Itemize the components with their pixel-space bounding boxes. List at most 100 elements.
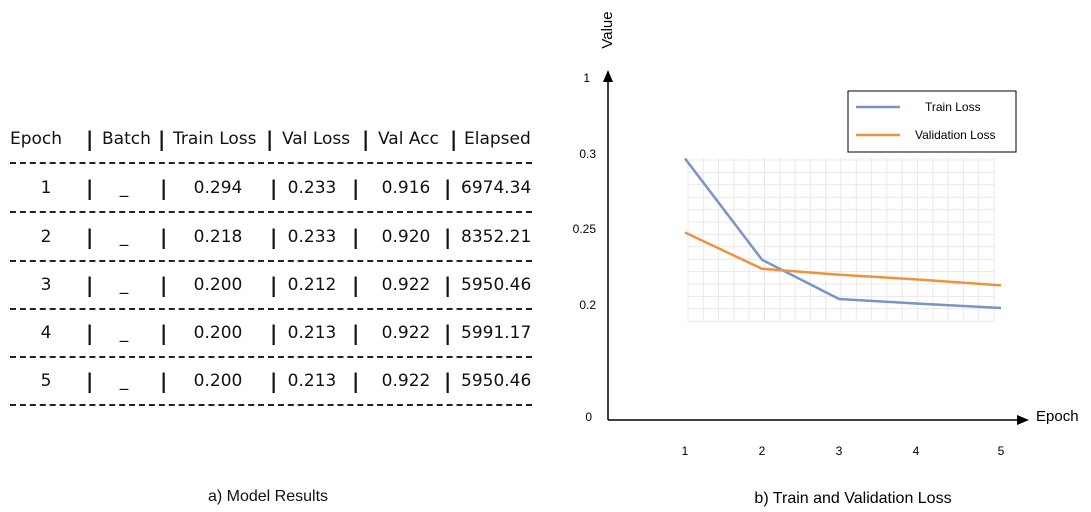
column-separator: | — [352, 321, 360, 345]
column-separator: | — [270, 369, 278, 393]
table-row: 1 | _ | 0.294 | 0.233 | 0.916 | 6974.34 — [0, 173, 560, 203]
table-row: 5 | _ | 0.200 | 0.213 | 0.922 | 5950.46 — [0, 366, 560, 396]
column-separator: | — [86, 225, 94, 249]
column-separator: | — [352, 225, 360, 249]
cell-elapsed: 5950.46 — [461, 275, 532, 295]
cell-train-loss: 0.200 — [193, 323, 243, 343]
column-separator: | — [444, 369, 452, 393]
cell-train-loss: 0.218 — [193, 227, 243, 247]
series-line-validation-loss — [684, 231, 1002, 287]
y-tick-label: 0.2 — [579, 298, 596, 312]
column-separator: | — [362, 127, 370, 151]
dashed-divider — [10, 308, 532, 310]
cell-elapsed: 6974.34 — [461, 178, 532, 198]
cell-epoch: 4 — [40, 323, 52, 343]
legend-label-validation-loss: Validation Loss — [915, 128, 996, 142]
column-separator: | — [266, 127, 274, 151]
cell-val-acc: 0.922 — [381, 275, 431, 295]
x-tick-label: 3 — [836, 444, 843, 458]
chart-caption: b) Train and Validation Loss — [754, 490, 951, 507]
dashed-divider — [10, 211, 532, 213]
column-separator: | — [352, 273, 360, 297]
column-separator: | — [352, 176, 360, 200]
cell-val-acc: 0.916 — [381, 178, 431, 198]
y-tick-label: 0 — [585, 410, 592, 424]
y-axis-arrow-icon — [603, 70, 613, 82]
cell-elapsed: 8352.21 — [461, 227, 532, 247]
dashed-divider — [10, 260, 532, 262]
y-tick-label: 0.25 — [573, 222, 597, 236]
legend-box — [847, 90, 1017, 153]
model-results-table: Epoch | Batch | Train Loss | Val Loss | … — [0, 124, 560, 505]
x-axis-label: Epoch — [1036, 408, 1079, 425]
cell-val-acc: 0.920 — [381, 227, 431, 247]
cell-batch: _ — [119, 371, 129, 391]
cell-val-acc: 0.922 — [381, 323, 431, 343]
table-row: 3 | _ | 0.200 | 0.212 | 0.922 | 5950.46 — [0, 270, 560, 300]
loss-line-chart: Value Epoch 0 0.2 0.25 0.3 1 1 2 3 4 5 Train… — [573, 11, 1079, 507]
cell-elapsed: 5950.46 — [461, 371, 532, 391]
column-separator: | — [160, 321, 168, 345]
header-train-loss: Train Loss — [173, 129, 257, 149]
cell-val-acc: 0.922 — [381, 371, 431, 391]
cell-epoch: 3 — [40, 275, 52, 295]
header-val-loss: Val Loss — [282, 129, 351, 149]
dashed-divider — [10, 356, 532, 358]
cell-val-loss: 0.213 — [287, 371, 337, 391]
header-batch: Batch — [102, 129, 151, 149]
column-separator: | — [270, 176, 278, 200]
table-row: 2 | _ | 0.218 | 0.233 | 0.920 | 8352.21 — [0, 222, 560, 252]
column-separator: | — [86, 127, 94, 151]
header-epoch: Epoch — [10, 129, 63, 149]
table-row: 4 | _ | 0.200 | 0.213 | 0.922 | 5991.17 — [0, 318, 560, 348]
column-separator: | — [86, 369, 94, 393]
column-separator: | — [270, 321, 278, 345]
header-val-acc: Val Acc — [378, 129, 439, 149]
table-header-row: Epoch | Batch | Train Loss | Val Loss | … — [0, 124, 560, 154]
x-tick-labels: 1 2 3 4 5 — [682, 444, 1005, 458]
cell-batch: _ — [119, 323, 129, 343]
cell-train-loss: 0.200 — [193, 371, 243, 391]
chart-series — [684, 157, 1002, 310]
column-separator: | — [444, 225, 452, 249]
cell-batch: _ — [119, 227, 129, 247]
cell-elapsed: 5991.17 — [461, 323, 532, 343]
cell-val-loss: 0.233 — [287, 178, 337, 198]
chart-axes — [603, 70, 1029, 425]
column-separator: | — [160, 225, 168, 249]
column-separator: | — [270, 225, 278, 249]
column-separator: | — [160, 176, 168, 200]
column-separator: | — [444, 321, 452, 345]
cell-train-loss: 0.200 — [193, 275, 243, 295]
column-separator: | — [444, 176, 452, 200]
x-tick-label: 5 — [998, 444, 1005, 458]
table-caption: a) Model Results — [207, 488, 329, 505]
cell-epoch: 2 — [40, 227, 52, 247]
cell-batch: _ — [119, 178, 129, 198]
cell-batch: _ — [119, 275, 129, 295]
column-separator: | — [450, 127, 458, 151]
x-axis-arrow-icon — [1017, 415, 1029, 425]
cell-epoch: 5 — [40, 371, 52, 391]
column-separator: | — [158, 127, 166, 151]
column-separator: | — [160, 369, 168, 393]
column-separator: | — [86, 321, 94, 345]
y-tick-label: 0.3 — [579, 147, 596, 161]
legend-label-train-loss: Train Loss — [925, 100, 981, 114]
cell-val-loss: 0.233 — [287, 227, 337, 247]
column-separator: | — [352, 369, 360, 393]
cell-val-loss: 0.212 — [287, 275, 337, 295]
column-separator: | — [160, 273, 168, 297]
x-tick-label: 2 — [759, 444, 766, 458]
x-tick-label: 1 — [682, 444, 689, 458]
column-separator: | — [86, 176, 94, 200]
column-separator: | — [270, 273, 278, 297]
column-separator: | — [444, 273, 452, 297]
chart-grid — [687, 158, 995, 322]
cell-epoch: 1 — [40, 178, 52, 198]
y-axis-label: Value — [599, 11, 616, 48]
header-elapsed: Elapsed — [464, 129, 531, 149]
column-separator: | — [86, 273, 94, 297]
series-line-train-loss — [684, 157, 1002, 310]
cell-val-loss: 0.213 — [287, 323, 337, 343]
